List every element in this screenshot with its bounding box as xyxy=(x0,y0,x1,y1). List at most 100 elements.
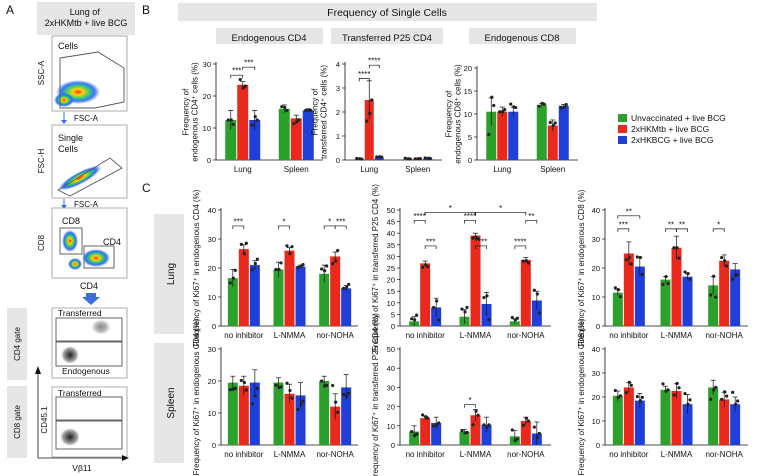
c4-dot xyxy=(325,383,329,387)
legend-swatch-red xyxy=(618,124,627,133)
b1-bar xyxy=(225,120,237,160)
flow-xlabel-fsc-2: FSC-A xyxy=(74,200,99,209)
c2-sig-bracket xyxy=(424,245,437,249)
b3-dot xyxy=(509,102,513,106)
b3-ytick-label: 10 xyxy=(464,110,472,119)
flow-gate-single: Single Cells xyxy=(58,133,86,154)
c5-dot xyxy=(521,423,525,427)
b1-xtick-label: Spleen xyxy=(284,165,309,174)
c1-dot xyxy=(231,276,235,280)
c4-dot xyxy=(244,388,248,392)
c6-dot xyxy=(635,395,639,399)
c1-sig-bracket xyxy=(334,225,347,229)
b1-bar xyxy=(237,84,249,160)
b1-sig-bracket xyxy=(242,66,256,71)
c3-bar xyxy=(708,285,719,326)
c5-dot xyxy=(476,413,480,417)
panel-b-banner-bg xyxy=(178,3,597,21)
b3-ylabel: endogenous CD8⁺ cells (%) xyxy=(454,64,463,164)
c2-dot xyxy=(463,310,467,314)
b2-ytick-label: 4 xyxy=(336,60,340,69)
c3-dot xyxy=(616,288,620,292)
c3-xtick-label: L-NMMA xyxy=(661,331,693,340)
c3-dot xyxy=(736,273,740,277)
c6-dot xyxy=(624,391,628,395)
b1-ytick-label: 20 xyxy=(203,92,211,101)
c2-dot xyxy=(537,311,541,315)
c1-dot xyxy=(255,257,259,261)
c5-dot xyxy=(474,409,478,413)
flow-xlabel-fsc-1: FSC-A xyxy=(74,114,99,123)
c3-dot xyxy=(664,274,668,279)
c5-xtick-label: nor-NOHA xyxy=(507,450,545,459)
b2-ylabel: Frequency of xyxy=(311,88,320,135)
c3-dot xyxy=(677,256,681,260)
row-label-lung: Lung xyxy=(166,263,177,285)
c4-ytick-label: 30 xyxy=(208,345,216,354)
c1-dot xyxy=(345,285,349,289)
c1-xtick-label: nor-NOHA xyxy=(316,331,354,340)
c6-dot xyxy=(723,390,727,394)
legend-item-hkmtb: 2xHKMtb + live BCG xyxy=(618,123,726,134)
b3-ytick-label: 20 xyxy=(464,64,472,73)
b3-bar xyxy=(536,104,547,160)
b1-bar xyxy=(249,120,261,160)
c2-dot xyxy=(465,305,469,309)
b2-dot xyxy=(375,155,379,159)
c6-bar xyxy=(612,395,623,445)
c6-dot xyxy=(640,395,644,399)
b1-bar xyxy=(290,118,302,160)
c5-dot xyxy=(460,428,464,433)
b3-xtick-label: Lung xyxy=(493,165,511,174)
c1-dot xyxy=(290,245,294,249)
c3-dot xyxy=(672,246,676,250)
b2-ytick-label: 1 xyxy=(336,132,340,141)
c4-bar xyxy=(319,381,330,445)
flow-plot-5 xyxy=(51,386,128,458)
c2-dot xyxy=(471,236,475,240)
c3-dot xyxy=(731,277,735,281)
c3-bar xyxy=(682,276,693,326)
c3-xtick-label: no inhibitor xyxy=(609,331,648,340)
c4-ylabel: Frequency of Ki67⁺ in endogenous CD4 (%) xyxy=(192,318,201,475)
c6-xtick-label: L-NMMA xyxy=(661,450,693,459)
c6-bar xyxy=(671,391,682,445)
flow-gate-cells: Cells xyxy=(58,41,79,51)
c4-dot xyxy=(233,386,237,390)
c6-dot xyxy=(661,382,665,386)
b1-dot xyxy=(231,122,235,126)
b1-dot xyxy=(304,108,308,112)
c3-dot xyxy=(683,270,687,274)
c3-dot xyxy=(688,277,692,281)
c3-xtick-label: nor-NOHA xyxy=(705,331,743,340)
b2-sig-label: **** xyxy=(358,70,370,79)
b1-dot xyxy=(250,123,254,127)
c3-ytick-label: 40 xyxy=(592,206,600,215)
c5-bar xyxy=(459,431,470,445)
c5-dot xyxy=(410,429,414,434)
flow-gate-single-line-2: Cells xyxy=(58,144,79,154)
c3-ytick-label: 20 xyxy=(592,264,600,273)
flow-plot-4-transferred-density xyxy=(91,319,111,335)
c6-dot xyxy=(720,397,724,401)
c2-dot xyxy=(415,313,419,317)
b3-ylabel: Frequency of xyxy=(445,90,454,137)
c3-dot xyxy=(613,286,617,290)
c3-bar xyxy=(623,253,634,326)
c2-dot xyxy=(485,294,489,298)
c3-dot xyxy=(629,262,633,266)
c6-ytick-label: 0 xyxy=(596,441,600,450)
c3-dot xyxy=(723,259,727,263)
c2-dot xyxy=(521,259,525,263)
b3-dot xyxy=(490,95,494,99)
row-banner-spleen xyxy=(154,343,184,463)
c1-dot xyxy=(242,252,246,256)
panel-label-a: A xyxy=(6,3,14,17)
b1-dot xyxy=(229,118,233,122)
legend-label-hkmtb: 2xHKMtb + live BCG xyxy=(631,123,710,134)
c1-dot xyxy=(250,268,254,272)
flow-side-cd8: CD8 gate xyxy=(13,405,22,439)
b1-dot xyxy=(297,118,301,122)
flow-side-banner-cd8 xyxy=(7,386,27,458)
b2-dot xyxy=(403,156,407,160)
